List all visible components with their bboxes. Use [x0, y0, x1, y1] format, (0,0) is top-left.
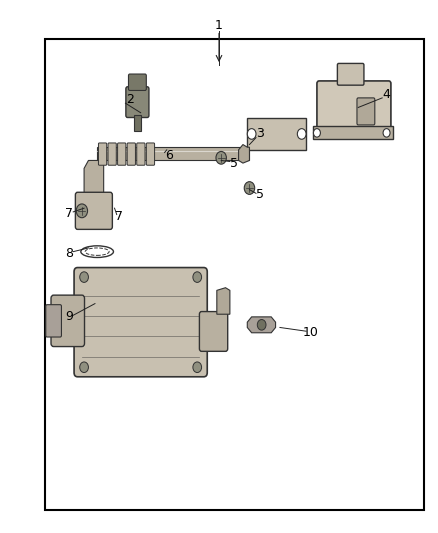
Polygon shape — [239, 144, 250, 163]
FancyBboxPatch shape — [74, 268, 207, 377]
FancyBboxPatch shape — [75, 192, 113, 229]
FancyBboxPatch shape — [128, 74, 146, 91]
Text: 3: 3 — [256, 127, 264, 140]
FancyBboxPatch shape — [134, 115, 141, 131]
Text: 1: 1 — [215, 19, 223, 32]
FancyBboxPatch shape — [337, 63, 364, 85]
FancyBboxPatch shape — [247, 118, 306, 150]
FancyBboxPatch shape — [137, 143, 145, 165]
FancyBboxPatch shape — [46, 305, 61, 337]
Polygon shape — [84, 160, 104, 200]
Circle shape — [297, 128, 306, 139]
Text: 7: 7 — [65, 207, 73, 220]
Bar — [45, 38, 424, 511]
Text: 2: 2 — [126, 93, 134, 106]
FancyBboxPatch shape — [127, 143, 135, 165]
Circle shape — [314, 128, 321, 137]
Text: 9: 9 — [65, 310, 73, 324]
FancyBboxPatch shape — [313, 126, 393, 139]
Circle shape — [80, 362, 88, 373]
FancyBboxPatch shape — [99, 143, 107, 165]
FancyBboxPatch shape — [108, 143, 116, 165]
FancyBboxPatch shape — [146, 143, 155, 165]
FancyBboxPatch shape — [126, 87, 149, 117]
Text: 5: 5 — [230, 157, 238, 169]
Text: 8: 8 — [65, 247, 73, 260]
Text: 5: 5 — [256, 189, 265, 201]
FancyBboxPatch shape — [117, 143, 126, 165]
Polygon shape — [217, 288, 230, 314]
Circle shape — [80, 272, 88, 282]
Polygon shape — [247, 317, 276, 333]
Text: 6: 6 — [165, 149, 173, 161]
FancyBboxPatch shape — [51, 295, 85, 346]
Text: 7: 7 — [115, 209, 123, 223]
Circle shape — [383, 128, 390, 137]
Circle shape — [247, 128, 256, 139]
Circle shape — [244, 182, 254, 195]
Circle shape — [257, 319, 266, 330]
Text: 4: 4 — [383, 87, 391, 101]
FancyBboxPatch shape — [97, 147, 250, 160]
Circle shape — [193, 362, 201, 373]
FancyBboxPatch shape — [317, 81, 391, 134]
FancyBboxPatch shape — [357, 98, 375, 125]
Circle shape — [76, 204, 88, 217]
FancyBboxPatch shape — [199, 312, 228, 351]
Circle shape — [193, 272, 201, 282]
Circle shape — [216, 151, 226, 164]
Text: 10: 10 — [303, 326, 318, 340]
